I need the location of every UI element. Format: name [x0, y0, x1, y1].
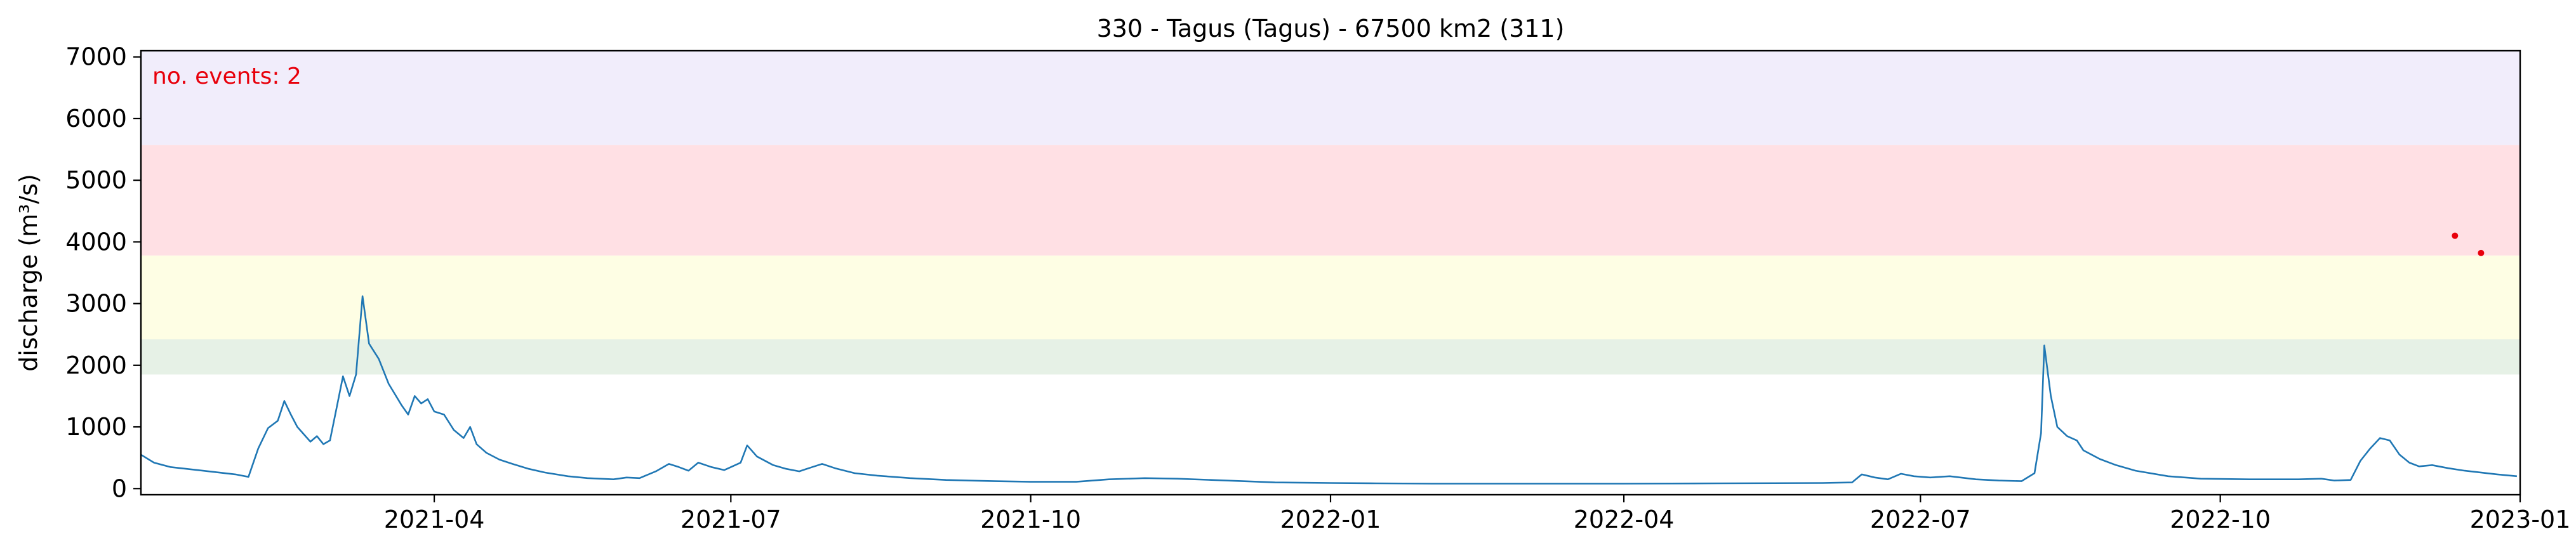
x-tick-label: 2022-01 — [1280, 506, 1381, 533]
x-tick-label: 2021-07 — [681, 506, 781, 533]
y-tick-label: 3000 — [65, 290, 127, 318]
x-axis: 2021-04 2021-07 2021-10 2022-01 2022-04 2022-… — [384, 495, 2571, 533]
event-marker-2 — [2478, 249, 2485, 256]
threshold-band-3 — [141, 145, 2520, 256]
y-tick-label: 1000 — [65, 413, 127, 441]
threshold-band-4 — [141, 51, 2520, 145]
x-tick-label: 2021-10 — [980, 506, 1081, 533]
y-tick-label: 5000 — [65, 166, 127, 194]
chart-title: 330 - Tagus (Tagus) - 67500 km2 (311) — [1097, 15, 1565, 42]
x-tick-label: 2022-10 — [2170, 506, 2271, 533]
y-tick-label: 2000 — [65, 351, 127, 379]
series-lines — [140, 295, 2518, 485]
y-tick-label: 4000 — [65, 228, 127, 256]
series-line-1 — [140, 295, 2518, 485]
x-tick-label: 2022-07 — [1870, 506, 1971, 533]
y-tick-label: 7000 — [65, 43, 127, 71]
x-tick-label: 2023-01 — [2470, 506, 2571, 533]
y-tick-label: 0 — [112, 474, 127, 502]
threshold-band-2 — [141, 255, 2520, 339]
x-tick-label: 2021-04 — [384, 506, 485, 533]
event-marker-1 — [2452, 232, 2459, 239]
threshold-bands — [141, 51, 2520, 375]
event-markers — [2452, 232, 2485, 256]
x-tick-label: 2022-04 — [1574, 506, 1675, 533]
y-tick-label: 6000 — [65, 105, 127, 133]
threshold-band-1 — [141, 339, 2520, 375]
y-axis: 0 1000 2000 3000 4000 5000 6000 7000 — [65, 43, 141, 502]
y-axis-label: discharge (m³/s) — [15, 174, 43, 372]
events-annotation: no. events: 2 — [152, 63, 302, 89]
